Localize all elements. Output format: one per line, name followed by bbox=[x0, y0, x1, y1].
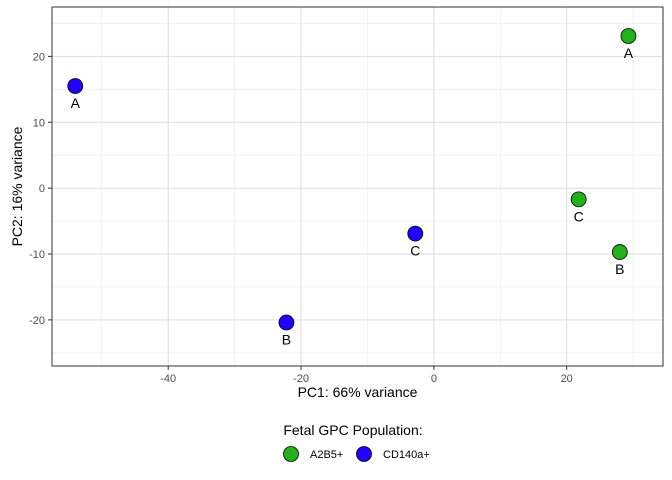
data-point bbox=[620, 28, 637, 44]
data-point-label: B bbox=[615, 261, 624, 277]
y-axis-title: PC2: 16% variance bbox=[9, 126, 25, 246]
data-point-label: A bbox=[71, 95, 81, 111]
data-point-label: C bbox=[574, 208, 584, 224]
legend: Fetal GPC Population: A2B5+ CD140a+ bbox=[283, 422, 430, 462]
legend-key bbox=[356, 446, 372, 462]
y-tick-label: 10 bbox=[33, 117, 45, 129]
x-tick-label: -40 bbox=[160, 373, 176, 385]
x-tick-label: 0 bbox=[431, 373, 437, 385]
data-point bbox=[278, 314, 295, 331]
data-point bbox=[407, 225, 424, 242]
y-tick-label: 0 bbox=[39, 183, 45, 195]
legend-key bbox=[283, 446, 299, 462]
plot-panel-background bbox=[52, 7, 663, 366]
data-point-label: A bbox=[624, 45, 634, 61]
plot-panel-border bbox=[51, 6, 664, 367]
data-point bbox=[570, 191, 587, 208]
grid-lines bbox=[52, 7, 663, 366]
y-tick-label: 20 bbox=[33, 51, 45, 63]
legend-label: CD140a+ bbox=[383, 449, 430, 461]
data-point-label: C bbox=[410, 243, 420, 259]
legend-label: A2B5+ bbox=[310, 449, 343, 461]
y-tick-label: -10 bbox=[29, 249, 45, 261]
data-point bbox=[67, 78, 84, 94]
x-tick-label: -20 bbox=[293, 373, 309, 385]
data-point-label: B bbox=[282, 332, 291, 348]
data-point bbox=[611, 244, 628, 260]
data-points: A B C A B C bbox=[67, 28, 637, 348]
legend-title: Fetal GPC Population: bbox=[283, 422, 422, 438]
x-tick-label: 20 bbox=[561, 373, 573, 385]
x-axis-title: PC1: 66% variance bbox=[298, 384, 418, 400]
y-tick-label: -20 bbox=[29, 315, 45, 327]
axis-ticks: -40 -20 0 20 -20 -10 0 10 20 bbox=[29, 51, 573, 385]
